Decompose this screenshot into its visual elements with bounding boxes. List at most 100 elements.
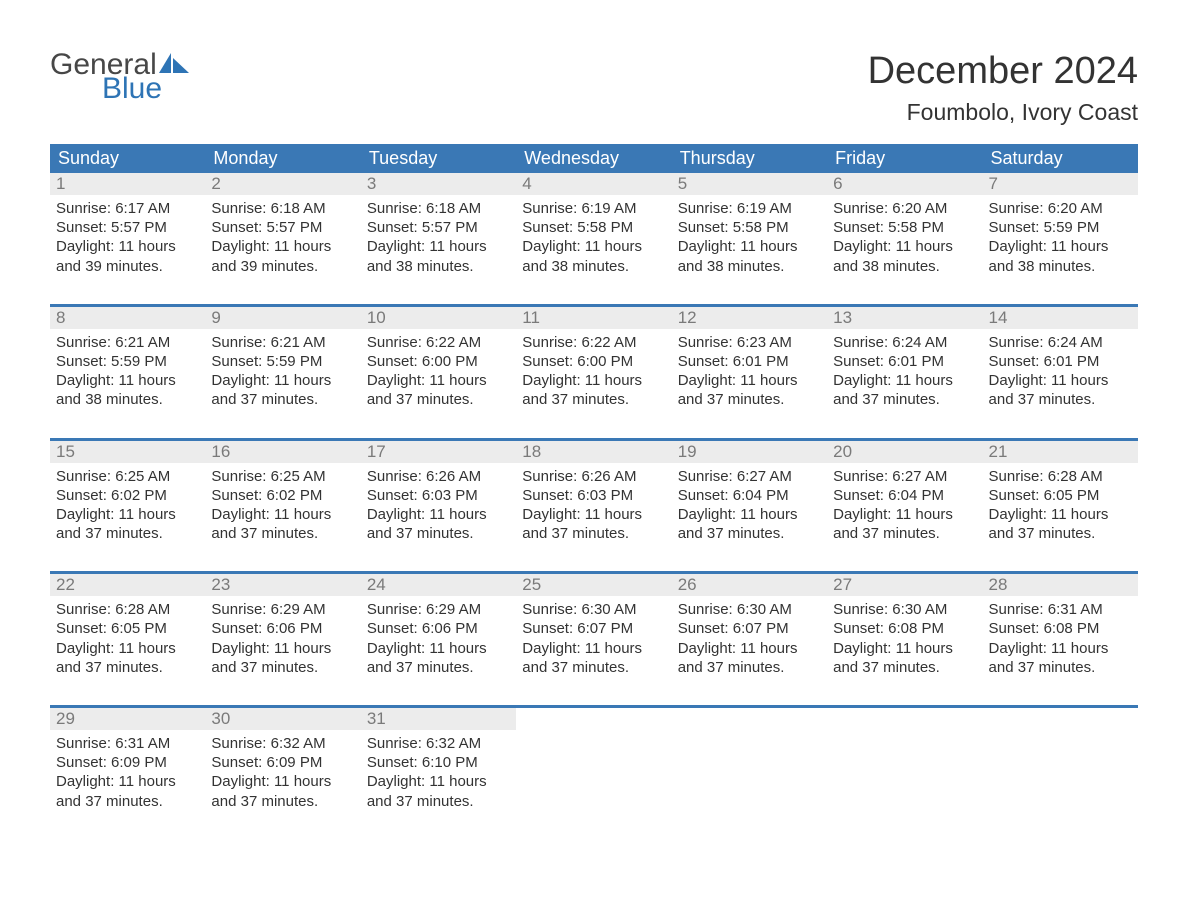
- daylight-text: and 37 minutes.: [522, 658, 665, 677]
- day-number-cell: 29: [50, 708, 205, 730]
- sunrise-text: Sunrise: 6:32 AM: [367, 734, 510, 753]
- day-data-cell: [516, 730, 671, 839]
- sunset-text: Sunset: 5:59 PM: [56, 352, 199, 371]
- day-number-cell: 17: [361, 441, 516, 463]
- daylight-text: and 37 minutes.: [833, 524, 976, 543]
- daylight-text: and 37 minutes.: [211, 658, 354, 677]
- daylight-text: and 39 minutes.: [211, 257, 354, 276]
- daylight-text: Daylight: 11 hours: [211, 371, 354, 390]
- sunset-text: Sunset: 6:07 PM: [522, 619, 665, 638]
- sunrise-text: Sunrise: 6:20 AM: [833, 199, 976, 218]
- daylight-text: and 38 minutes.: [989, 257, 1132, 276]
- sunrise-text: Sunrise: 6:30 AM: [833, 600, 976, 619]
- sunrise-text: Sunrise: 6:18 AM: [211, 199, 354, 218]
- day-data-cell: Sunrise: 6:22 AMSunset: 6:00 PMDaylight:…: [361, 329, 516, 438]
- day-data-cell: Sunrise: 6:31 AMSunset: 6:09 PMDaylight:…: [50, 730, 205, 839]
- sunrise-text: Sunrise: 6:21 AM: [211, 333, 354, 352]
- day-number-cell: 6: [827, 173, 982, 195]
- daylight-text: Daylight: 11 hours: [989, 371, 1132, 390]
- day-number-cell: 13: [827, 307, 982, 329]
- day-of-week-row: Sunday Monday Tuesday Wednesday Thursday…: [50, 144, 1138, 173]
- sunset-text: Sunset: 5:58 PM: [833, 218, 976, 237]
- sunrise-text: Sunrise: 6:17 AM: [56, 199, 199, 218]
- day-data-row: Sunrise: 6:28 AMSunset: 6:05 PM Daylight:…: [50, 596, 1138, 705]
- day-number-cell: 11: [516, 307, 671, 329]
- day-number-cell: 19: [672, 441, 827, 463]
- day-data-cell: Sunrise: 6:27 AMSunset: 6:04 PMDaylight:…: [827, 463, 982, 572]
- day-number-cell: 22: [50, 574, 205, 596]
- sunrise-text: Sunrise: 6:22 AM: [367, 333, 510, 352]
- dow-header: Friday: [827, 144, 982, 173]
- sunrise-text: Sunrise: 6:24 AM: [833, 333, 976, 352]
- sunrise-text: Sunrise: 6:24 AM: [989, 333, 1132, 352]
- day-number-cell: 14: [983, 307, 1138, 329]
- day-data-cell: Sunrise: 6:24 AMSunset: 6:01 PMDaylight:…: [827, 329, 982, 438]
- day-data-cell: Sunrise: 6:18 AMSunset: 5:57 PMDaylight:…: [205, 195, 360, 304]
- daylight-text: and 38 minutes.: [56, 390, 199, 409]
- location-subtitle: Foumbolo, Ivory Coast: [868, 99, 1138, 126]
- day-data-row: Sunrise: 6:31 AMSunset: 6:09 PMDaylight:…: [50, 730, 1138, 839]
- day-data-cell: Sunrise: 6:30 AMSunset: 6:08 PMDaylight:…: [827, 596, 982, 705]
- sunrise-text: Sunrise: 6:28 AM: [56, 600, 199, 619]
- day-data-cell: Sunrise: 6:28 AMSunset: 6:05 PMDaylight:…: [983, 463, 1138, 572]
- dow-header: Thursday: [672, 144, 827, 173]
- daylight-text: Daylight: 11 hours: [522, 237, 665, 256]
- daylight-text: Daylight: 11 hours: [833, 371, 976, 390]
- day-data-cell: Sunrise: 6:29 AMSunset: 6:06 PMDaylight:…: [205, 596, 360, 705]
- sunset-text: Sunset: 6:08 PM: [833, 619, 976, 638]
- sunset-text: Sunset: 6:01 PM: [989, 352, 1132, 371]
- day-number-row: 293031: [50, 708, 1138, 730]
- day-number-cell: 12: [672, 307, 827, 329]
- daylight-text: Daylight: 11 hours: [211, 237, 354, 256]
- daylight-text: Daylight: 11 hours: [211, 505, 354, 524]
- sunrise-text: Sunrise: 6:27 AM: [833, 467, 976, 486]
- sunrise-text: Sunrise: 6:32 AM: [211, 734, 354, 753]
- daylight-text: Daylight: 11 hours: [56, 505, 199, 524]
- day-number-cell: 8: [50, 307, 205, 329]
- day-data-cell: Sunrise: 6:30 AMSunset: 6:07 PMDaylight:…: [516, 596, 671, 705]
- daylight-text: Daylight: 11 hours: [211, 639, 354, 658]
- sunrise-text: Sunrise: 6:19 AM: [678, 199, 821, 218]
- daylight-text: and 37 minutes.: [678, 524, 821, 543]
- daylight-text: and 37 minutes.: [833, 658, 976, 677]
- day-number-cell: 21: [983, 441, 1138, 463]
- page: General Blue December 2024 Foumbolo, Ivo…: [0, 0, 1188, 869]
- sunrise-text: Sunrise: 6:20 AM: [989, 199, 1132, 218]
- sunrise-text: Sunrise: 6:22 AM: [522, 333, 665, 352]
- daylight-text: Daylight: 11 hours: [56, 237, 199, 256]
- sunrise-text: Sunrise: 6:30 AM: [678, 600, 821, 619]
- brand-logo: General Blue: [50, 50, 189, 104]
- daylight-text: and 39 minutes.: [56, 257, 199, 276]
- day-data-cell: Sunrise: 6:18 AMSunset: 5:57 PMDaylight:…: [361, 195, 516, 304]
- daylight-text: and 37 minutes.: [367, 524, 510, 543]
- sunset-text: Sunset: 5:58 PM: [678, 218, 821, 237]
- sunset-text: Sunset: 6:09 PM: [211, 753, 354, 772]
- sunset-text: Sunset: 5:57 PM: [56, 218, 199, 237]
- sunrise-text: Sunrise: 6:19 AM: [522, 199, 665, 218]
- sunset-text: Sunset: 6:05 PM: [56, 619, 199, 638]
- day-data-cell: Sunrise: 6:26 AMSunset: 6:03 PMDaylight:…: [516, 463, 671, 572]
- daylight-text: Daylight: 11 hours: [833, 505, 976, 524]
- day-number-cell: 20: [827, 441, 982, 463]
- day-number-cell: 30: [205, 708, 360, 730]
- sunrise-text: Sunrise: 6:26 AM: [522, 467, 665, 486]
- daylight-text: and 37 minutes.: [989, 390, 1132, 409]
- sunset-text: Sunset: 6:01 PM: [678, 352, 821, 371]
- day-number-cell: 4: [516, 173, 671, 195]
- sunset-text: Sunset: 6:00 PM: [522, 352, 665, 371]
- day-data-cell: Sunrise: 6:19 AMSunset: 5:58 PMDaylight:…: [672, 195, 827, 304]
- day-data-cell: Sunrise: 6:19 AMSunset: 5:58 PMDaylight:…: [516, 195, 671, 304]
- day-number-cell: 23: [205, 574, 360, 596]
- day-data-row: Sunrise: 6:25 AMSunset: 6:02 PMDaylight:…: [50, 463, 1138, 572]
- day-data-cell: Sunrise: 6:22 AMSunset: 6:00 PMDaylight:…: [516, 329, 671, 438]
- daylight-text: and 37 minutes.: [56, 658, 199, 677]
- sunset-text: Sunset: 6:04 PM: [833, 486, 976, 505]
- day-number-cell: 10: [361, 307, 516, 329]
- dow-header: Tuesday: [361, 144, 516, 173]
- daylight-text: Daylight: 11 hours: [678, 639, 821, 658]
- day-number-cell: 9: [205, 307, 360, 329]
- day-number-cell: 15: [50, 441, 205, 463]
- sunset-text: Sunset: 6:08 PM: [989, 619, 1132, 638]
- sunset-text: Sunset: 6:06 PM: [367, 619, 510, 638]
- day-data-cell: [827, 730, 982, 839]
